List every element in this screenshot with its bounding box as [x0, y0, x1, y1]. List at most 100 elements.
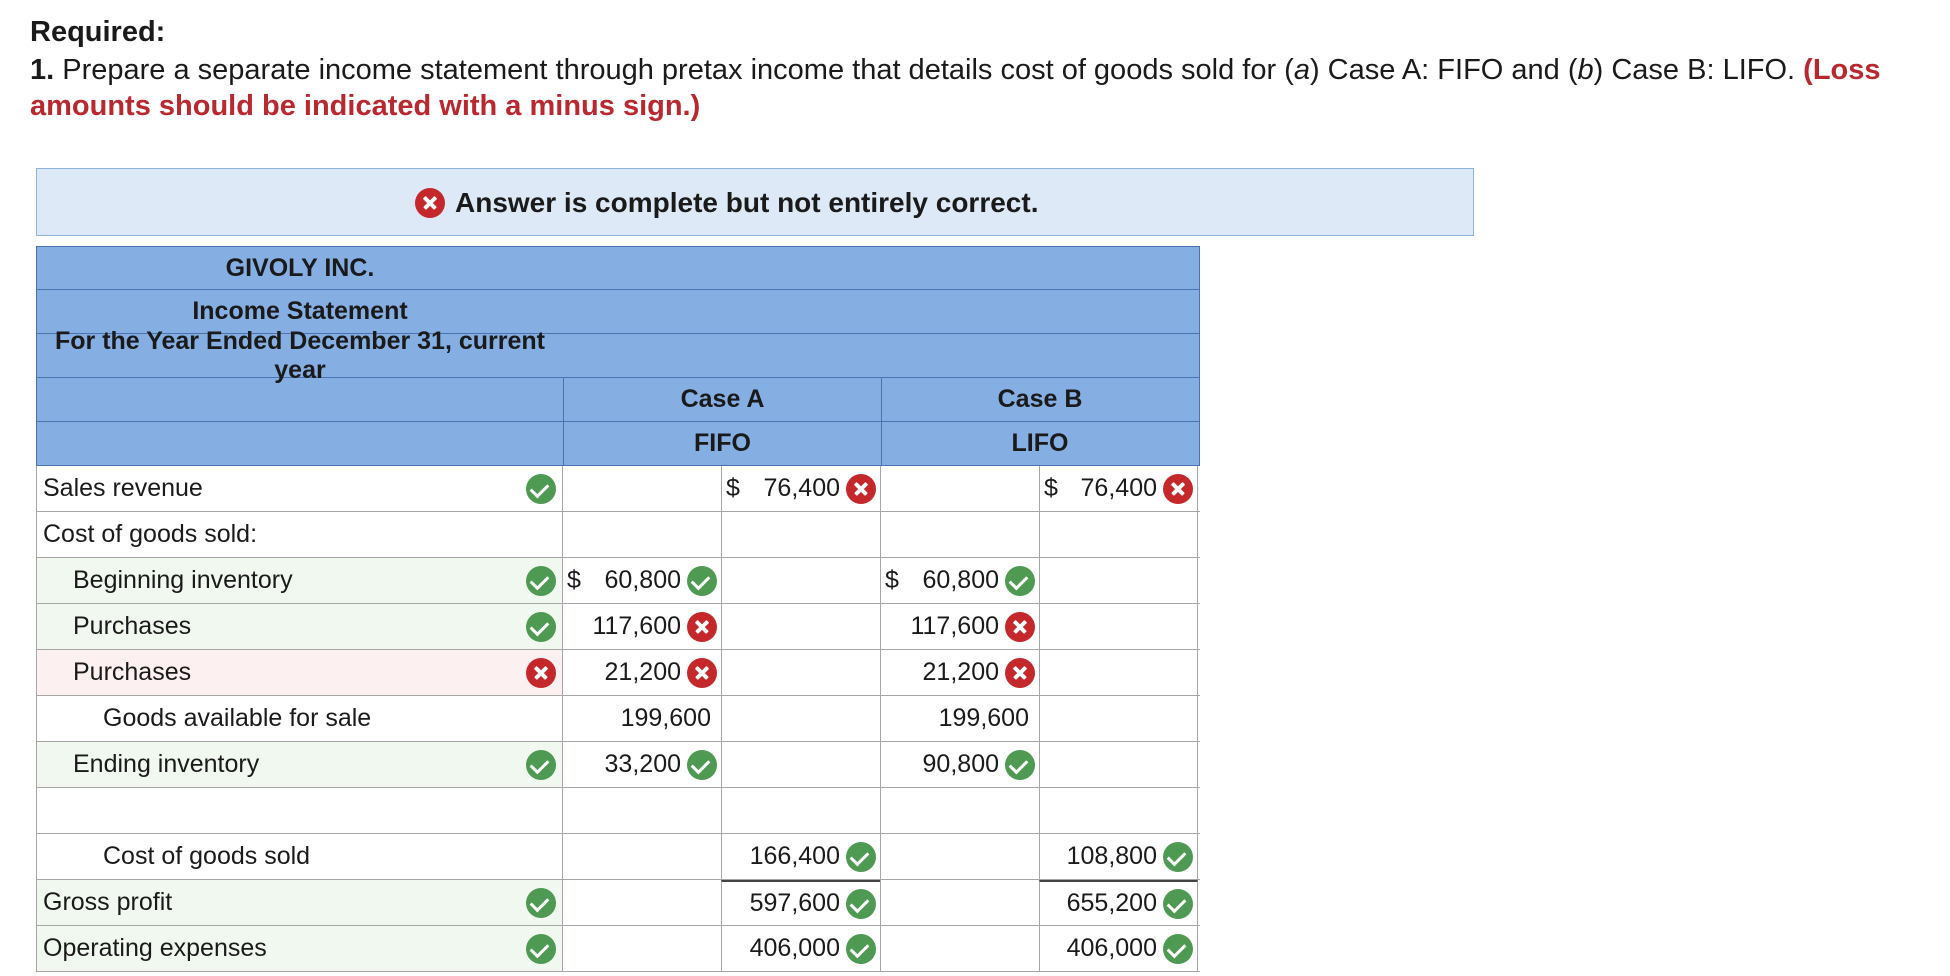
- amount-cell[interactable]: [880, 880, 1039, 925]
- instruction-a: a: [1293, 54, 1310, 86]
- amount-cell[interactable]: 21,200: [562, 650, 721, 695]
- row-label-cell[interactable]: Gross profit: [36, 880, 562, 925]
- row-label-cell[interactable]: Cost of goods sold:: [36, 512, 562, 557]
- check-circle-icon: [1005, 565, 1035, 596]
- x-circle-icon: [1163, 473, 1193, 504]
- amount-cell[interactable]: 655,200: [1039, 880, 1198, 925]
- amount-cell[interactable]: [880, 466, 1039, 511]
- currency-symbol: $: [885, 566, 899, 594]
- amount-cell[interactable]: [1039, 512, 1198, 557]
- check-circle-icon: [1163, 933, 1193, 964]
- row-label-cell[interactable]: Goods available for sale: [36, 696, 562, 741]
- row-label-cell[interactable]: Cost of goods sold: [36, 834, 562, 879]
- amount-cell[interactable]: $60,800: [880, 558, 1039, 603]
- instruction-number: 1.: [30, 54, 55, 86]
- result-banner-text: Answer is complete but not entirely corr…: [455, 187, 1039, 218]
- amount-cell[interactable]: 108,800: [1039, 834, 1198, 879]
- amount-cell[interactable]: [721, 788, 880, 833]
- amount-value: 108,800: [1066, 842, 1157, 870]
- amount-cell[interactable]: $60,800: [562, 558, 721, 603]
- amount-cell[interactable]: [721, 650, 880, 695]
- table-row: Purchases 117,600 117,600: [36, 604, 1200, 650]
- amount-cell[interactable]: [721, 512, 880, 557]
- amount-cell[interactable]: [562, 926, 721, 971]
- table-row: Purchases 21,200 21,200: [36, 650, 1200, 696]
- amount-cell[interactable]: [880, 512, 1039, 557]
- row-label: Operating expenses: [43, 934, 267, 962]
- row-label: Cost of goods sold:: [43, 520, 258, 548]
- table-row: Sales revenue $76,400 $76,400: [36, 466, 1200, 512]
- required-instructions: 1. Prepare a separate income statement t…: [30, 52, 1910, 124]
- table-row: Cost of goods sold:: [36, 512, 1200, 558]
- amount-cell[interactable]: 406,000: [1039, 926, 1198, 971]
- row-label-cell[interactable]: [36, 788, 562, 833]
- header-cases: Case A Case B: [36, 377, 1200, 422]
- amount-cell[interactable]: 117,600: [562, 604, 721, 649]
- amount-cell[interactable]: 33,200: [562, 742, 721, 787]
- amount-cell[interactable]: $76,400: [721, 466, 880, 511]
- table-row: Ending inventory 33,200 90,800: [36, 742, 1200, 788]
- row-label-cell[interactable]: Sales revenue: [36, 466, 562, 511]
- amount-cell[interactable]: 117,600: [880, 604, 1039, 649]
- instruction-note: (Loss amounts should be indicated with a…: [30, 54, 1881, 122]
- check-circle-icon: [526, 749, 556, 780]
- table-row: Goods available for sale 199,600 199,600: [36, 696, 1200, 742]
- table-row: [36, 788, 1200, 834]
- amount-value: 90,800: [922, 750, 999, 778]
- check-circle-icon: [687, 749, 717, 780]
- amount-cell[interactable]: [562, 880, 721, 925]
- check-circle-icon: [1163, 841, 1193, 872]
- amount-cell[interactable]: [1039, 696, 1198, 741]
- amount-cell[interactable]: 90,800: [880, 742, 1039, 787]
- amount-cell[interactable]: [1039, 558, 1198, 603]
- row-label-cell[interactable]: Purchases: [36, 650, 562, 695]
- amount-cell[interactable]: $76,400: [1039, 466, 1198, 511]
- currency-symbol: $: [726, 474, 740, 502]
- amount-cell[interactable]: 406,000: [721, 926, 880, 971]
- check-circle-icon: [1005, 749, 1035, 780]
- amount-cell[interactable]: [721, 696, 880, 741]
- required-heading: Required:: [30, 16, 166, 48]
- row-label: Cost of goods sold: [103, 842, 311, 870]
- check-circle-icon: [526, 611, 556, 642]
- header-period: For the Year Ended December 31, current …: [36, 327, 1200, 384]
- amount-cell[interactable]: 597,600: [721, 880, 880, 925]
- amount-cell[interactable]: 199,600: [562, 696, 721, 741]
- amount-cell[interactable]: [562, 512, 721, 557]
- row-label-cell[interactable]: Operating expenses: [36, 926, 562, 971]
- income-statement: GIVOLY INC. Income Statement For the Yea…: [36, 246, 1200, 972]
- amount-cell[interactable]: [880, 926, 1039, 971]
- amount-cell[interactable]: [562, 466, 721, 511]
- instruction-b: b: [1577, 54, 1594, 86]
- header-statement: Income Statement: [36, 290, 1200, 334]
- amount-value: 406,000: [1066, 934, 1157, 962]
- amount-cell[interactable]: 21,200: [880, 650, 1039, 695]
- amount-cell[interactable]: [721, 742, 880, 787]
- amount-cell[interactable]: [721, 558, 880, 603]
- amount-cell[interactable]: 199,600: [880, 696, 1039, 741]
- amount-cell[interactable]: [1039, 650, 1198, 695]
- result-banner: Answer is complete but not entirely corr…: [36, 168, 1474, 236]
- currency-symbol: $: [1044, 474, 1058, 502]
- amount-value: 33,200: [604, 750, 681, 778]
- x-circle-icon: [1005, 611, 1035, 642]
- amount-cell[interactable]: [562, 834, 721, 879]
- row-label-cell[interactable]: Beginning inventory: [36, 558, 562, 603]
- header-company: GIVOLY INC.: [36, 246, 1200, 290]
- amount-cell[interactable]: 166,400: [721, 834, 880, 879]
- amount-cell[interactable]: [1039, 742, 1198, 787]
- instruction-text-b: ) Case A: FIFO and (: [1309, 54, 1578, 86]
- amount-cell[interactable]: [562, 788, 721, 833]
- amount-cell[interactable]: [880, 834, 1039, 879]
- amount-cell[interactable]: [1039, 788, 1198, 833]
- amount-value: 76,400: [1080, 474, 1157, 502]
- amount-cell[interactable]: [1039, 604, 1198, 649]
- currency-symbol: $: [567, 566, 581, 594]
- row-label-cell[interactable]: Ending inventory: [36, 742, 562, 787]
- amount-cell[interactable]: [880, 788, 1039, 833]
- table-row: Gross profit 597,600 655,200: [36, 880, 1200, 926]
- row-label-cell[interactable]: Purchases: [36, 604, 562, 649]
- amount-value: 597,600: [749, 889, 840, 917]
- x-circle-icon: [846, 473, 876, 504]
- amount-cell[interactable]: [721, 604, 880, 649]
